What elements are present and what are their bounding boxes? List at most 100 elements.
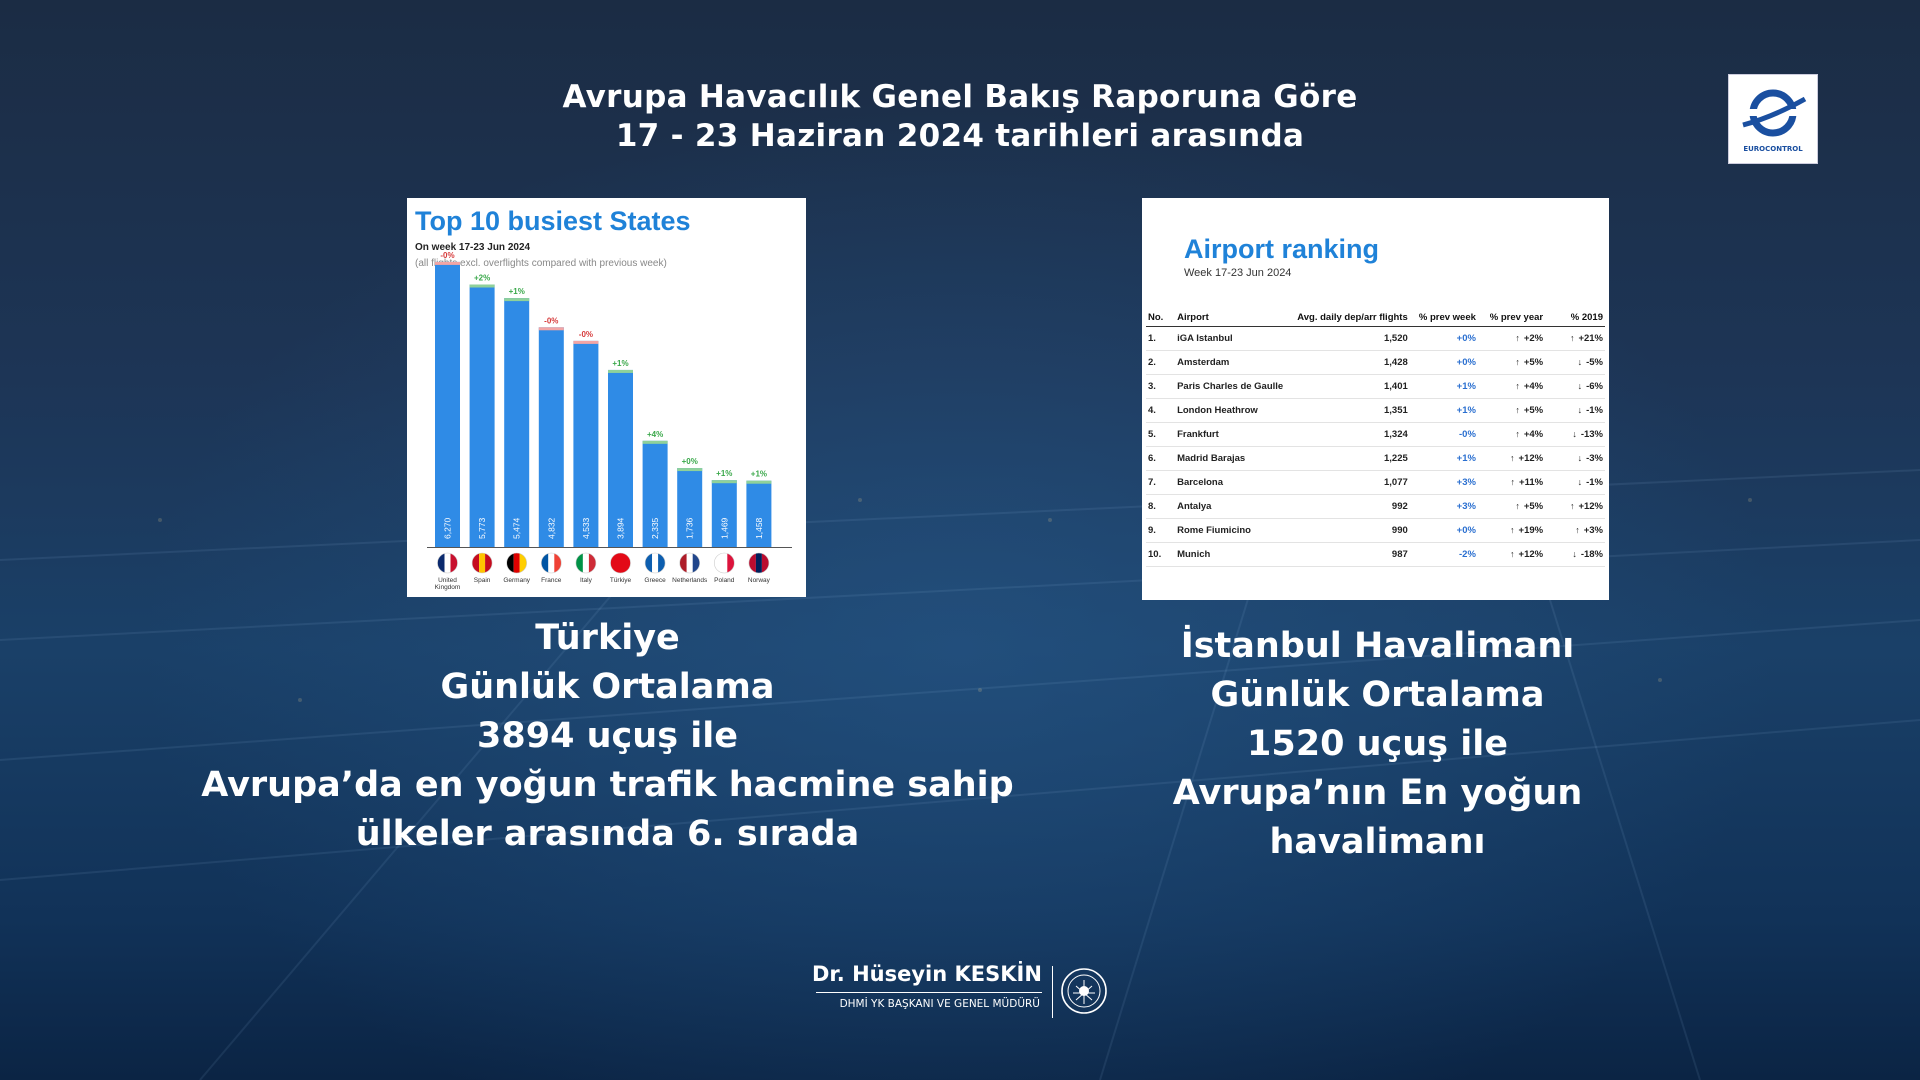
arrow-up-icon: ↑ xyxy=(1515,429,1520,439)
bar-value-label: 3,894 xyxy=(616,517,626,539)
flights-cell: 990 xyxy=(1293,518,1410,543)
prev-week-cell-text: +1% xyxy=(1456,405,1476,416)
footer-separator xyxy=(1052,966,1053,1018)
prev-week-cell-text: +0% xyxy=(1456,525,1476,536)
airport-ranking-title: Airport ranking xyxy=(1184,234,1380,264)
flights-cell: 1,520 xyxy=(1293,326,1410,351)
prev-year-cell: ↑ +5% xyxy=(1477,350,1546,375)
airport-name-cell-text: iGA Istanbul xyxy=(1177,333,1233,344)
flights-cell: 1,225 xyxy=(1293,446,1410,471)
arrow-up-icon: ↑ xyxy=(1515,405,1520,415)
eurocontrol-logo-icon xyxy=(1742,89,1807,137)
airport-name-cell: Madrid Barajas xyxy=(1175,446,1294,471)
flag-icon-norway xyxy=(748,552,770,574)
bar-türkiye xyxy=(608,369,633,547)
bar-value-label: 5,773 xyxy=(477,517,487,539)
flag-icon-türkiye xyxy=(610,552,631,574)
chart-title: Top 10 busiest States xyxy=(415,206,691,236)
prev-year-cell-text: +11% xyxy=(1519,477,1544,488)
prev-year-cell-text: +5% xyxy=(1523,357,1544,368)
airport-name-cell-text: Antalya xyxy=(1177,501,1212,512)
istanbul-airport-caption: İstanbul Havalimanı Günlük Ortalama 1520… xyxy=(1135,622,1620,867)
bar-change-label: -0% xyxy=(440,251,454,260)
prev-week-cell: +0% xyxy=(1409,350,1478,375)
col-prev-week: % prev week xyxy=(1409,308,1478,327)
bar-change-label: +1% xyxy=(612,359,628,368)
flights-cell: 1,351 xyxy=(1293,398,1410,423)
turkey-caption-line-5: ülkeler arasında 6. sırada xyxy=(355,814,860,854)
flag-icon-netherlands xyxy=(679,552,701,574)
bar-change-cap xyxy=(435,261,460,265)
category-label: Italy xyxy=(580,577,593,584)
bar-poland xyxy=(711,480,737,547)
flights-cell-text: 1,401 xyxy=(1383,381,1408,392)
prev-year-cell-text: +12% xyxy=(1518,549,1544,560)
arrow-up-icon: ↑ xyxy=(1515,333,1520,343)
turkey-caption: Türkiye Günlük Ortalama 3894 uçuş ile Av… xyxy=(180,614,1035,859)
header-line-1: Avrupa Havacılık Genel Bakış Raporuna Gö… xyxy=(562,79,1358,115)
arrow-up-icon: ↑ xyxy=(1510,525,1515,535)
busiest-states-card: Top 10 busiest States On week 17-23 Jun … xyxy=(407,198,806,597)
arrow-down-icon: ↓ xyxy=(1577,453,1583,463)
flag-icon-italy xyxy=(575,552,597,574)
bar-germany xyxy=(504,298,530,547)
prev-year-cell: ↑ +19% xyxy=(1477,518,1546,543)
bar-spain xyxy=(469,284,495,547)
year-2019-cell-text: -1% xyxy=(1586,477,1603,488)
istanbul-caption-line-1: İstanbul Havalimanı xyxy=(1180,626,1575,666)
table-row: 9. Rome Fiumicino 990 +0% ↑ +19% ↑ +3% xyxy=(1146,518,1605,543)
bar-value-label: 1,458 xyxy=(754,517,764,539)
year-2019-cell-text: -18% xyxy=(1580,549,1603,560)
bar-change-label: -0% xyxy=(544,316,558,325)
prev-year-cell-text: +2% xyxy=(1523,333,1544,344)
bar-value-label: 5,474 xyxy=(512,517,522,539)
year-2019-cell: ↓ -3% xyxy=(1545,446,1605,471)
prev-week-cell: +0% xyxy=(1409,326,1478,351)
category-label: Spain xyxy=(474,577,491,584)
category-label: Netherlands xyxy=(672,577,708,584)
flights-cell-text: 1,428 xyxy=(1383,357,1408,368)
flag-icon-france xyxy=(541,552,562,574)
table-row: 6. Madrid Barajas 1,225 +1% ↑ +12% ↓ -3% xyxy=(1146,446,1605,471)
year-2019-cell-text: -3% xyxy=(1586,453,1603,464)
prev-year-cell-text: +4% xyxy=(1523,381,1544,392)
flights-cell: 1,324 xyxy=(1293,422,1410,447)
prev-week-cell-text: +0% xyxy=(1456,357,1476,368)
category-label: Greece xyxy=(644,577,666,584)
logo-text: EUROCONTROL xyxy=(1743,145,1803,153)
bar-change-cap xyxy=(711,480,737,484)
arrow-down-icon: ↓ xyxy=(1577,357,1583,367)
flights-cell-text: 1,225 xyxy=(1383,453,1408,464)
category-label: Norway xyxy=(748,577,771,584)
year-2019-cell-text: -1% xyxy=(1586,405,1603,416)
airport-name-cell-text: Rome Fiumicino xyxy=(1177,525,1251,536)
bar-value-label: 2,335 xyxy=(650,517,660,539)
col-2019: % 2019 xyxy=(1545,308,1605,327)
footer-name: Dr. Hüseyin KESKİN xyxy=(812,962,1042,986)
bar-change-cap xyxy=(573,340,599,344)
flights-cell: 1,401 xyxy=(1293,374,1410,399)
year-2019-cell-text: -5% xyxy=(1586,357,1603,368)
arrow-down-icon: ↓ xyxy=(1577,381,1583,391)
prev-year-cell: ↑ +5% xyxy=(1477,398,1546,423)
airport-name-cell: London Heathrow xyxy=(1175,398,1294,423)
rank-cell-text: 8. xyxy=(1148,501,1156,512)
rank-cell-text: 1. xyxy=(1148,333,1156,344)
airport-name-cell: Amsterdam xyxy=(1175,350,1294,375)
airport-name-cell: Antalya xyxy=(1175,494,1294,519)
prev-year-cell: ↑ +2% xyxy=(1477,326,1546,351)
istanbul-caption-line-5: havalimanı xyxy=(1269,822,1486,862)
bar-value-label: 4,832 xyxy=(546,517,556,539)
prev-week-cell-text: -2% xyxy=(1459,549,1476,560)
airport-name-cell-text: Munich xyxy=(1177,549,1211,560)
year-2019-cell: ↓ -1% xyxy=(1545,470,1605,495)
airport-ranking-week: Week 17-23 Jun 2024 xyxy=(1184,267,1292,279)
bar-norway xyxy=(746,480,772,547)
dhmi-seal-icon xyxy=(1061,968,1107,1014)
year-2019-cell: ↑ +21% xyxy=(1545,326,1605,351)
prev-week-cell-text: +1% xyxy=(1456,381,1476,392)
rank-cell-text: 9. xyxy=(1148,525,1156,536)
flag-icon-united-kingdom xyxy=(437,552,458,574)
year-2019-cell: ↑ +3% xyxy=(1545,518,1605,543)
rank-cell-text: 4. xyxy=(1148,405,1156,416)
